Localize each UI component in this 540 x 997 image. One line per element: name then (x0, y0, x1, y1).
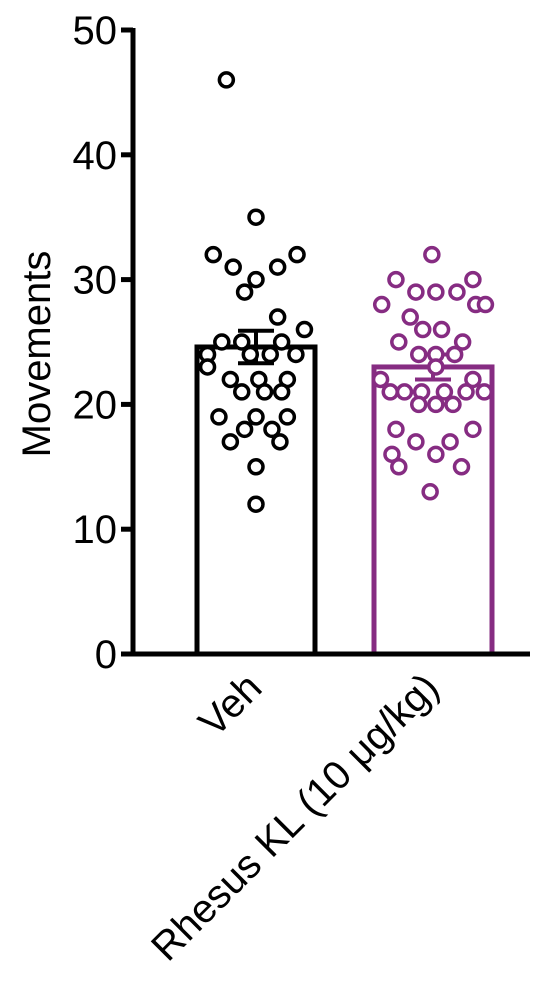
category-label-rhesus-kl: Rhesus KL (10 μg/kg) (143, 665, 447, 969)
data-point-rhesus-kl (476, 295, 495, 314)
data-point-veh (255, 383, 274, 401)
data-point-rhesus-kl (372, 295, 391, 314)
y-tick-label: 10 (73, 508, 118, 552)
data-point-veh (278, 408, 297, 426)
data-point-rhesus-kl (427, 358, 445, 376)
data-point-veh (288, 245, 306, 264)
data-point-rhesus-kl (464, 420, 482, 439)
data-point-rhesus-kl (407, 433, 425, 451)
data-point-veh (233, 383, 251, 401)
data-point-rhesus-kl (445, 345, 464, 364)
data-point-veh (198, 358, 217, 376)
data-point-rhesus-kl (407, 283, 425, 301)
data-point-veh (235, 283, 254, 301)
data-point-rhesus-kl (387, 420, 405, 439)
data-point-veh (287, 345, 305, 364)
data-point-rhesus-kl (448, 283, 466, 301)
data-point-rhesus-kl (444, 395, 462, 414)
data-point-veh (261, 345, 279, 364)
data-point-veh (224, 258, 242, 276)
data-point-rhesus-kl (432, 320, 451, 339)
data-point-rhesus-kl (427, 283, 445, 301)
data-point-rhesus-kl (401, 308, 419, 326)
data-point-veh (247, 270, 265, 289)
data-point-veh (235, 420, 254, 439)
data-point-rhesus-kl (457, 383, 475, 401)
data-point-veh (247, 408, 265, 426)
data-point-rhesus-kl (387, 270, 405, 289)
data-point-veh (268, 258, 287, 276)
data-point-rhesus-kl (395, 383, 414, 401)
data-point-rhesus-kl (464, 370, 482, 389)
data-point-rhesus-kl (423, 245, 441, 264)
data-point-rhesus-kl (427, 445, 445, 464)
data-point-veh (221, 370, 240, 389)
data-point-veh (247, 495, 265, 513)
data-point-veh (210, 408, 228, 426)
data-point-rhesus-kl (410, 395, 428, 414)
data-point-rhesus-kl (390, 458, 408, 476)
y-tick-label: 0 (95, 633, 117, 677)
data-point-rhesus-kl (427, 395, 445, 414)
data-point-veh (221, 433, 240, 451)
data-point-rhesus-kl (371, 370, 390, 389)
data-point-veh (233, 333, 251, 351)
category-label-veh: Veh (190, 665, 270, 745)
data-point-rhesus-kl (435, 383, 454, 401)
data-point-veh (271, 433, 289, 451)
data-point-rhesus-kl (464, 270, 482, 289)
data-point-rhesus-kl (383, 445, 401, 464)
data-point-veh (272, 333, 291, 351)
data-point-veh (217, 71, 236, 89)
ticks-layer: 0 10 20 30 40 50 (73, 9, 133, 677)
data-point-veh (268, 308, 287, 326)
data-point-veh (247, 458, 265, 476)
data-point-veh (241, 345, 260, 364)
data-point-rhesus-kl (475, 383, 494, 401)
y-tick-label: 50 (73, 9, 118, 53)
data-point-rhesus-kl (390, 333, 408, 351)
points-layer (198, 71, 495, 513)
data-point-veh (204, 245, 222, 264)
data-point-rhesus-kl (441, 433, 459, 451)
data-point-rhesus-kl (453, 333, 472, 351)
data-point-veh (272, 383, 291, 401)
axes-layer (130, 28, 530, 657)
data-point-veh (213, 333, 231, 351)
data-point-rhesus-kl (421, 483, 439, 501)
data-point-rhesus-kl (413, 320, 432, 339)
data-point-rhesus-kl (410, 345, 428, 364)
y-tick-label: 40 (73, 134, 118, 178)
data-point-veh (263, 420, 281, 439)
data-point-rhesus-kl (452, 458, 471, 476)
data-point-rhesus-kl (381, 383, 399, 401)
data-point-veh (247, 208, 265, 226)
y-axis-title: Movements (15, 251, 59, 458)
y-tick-label: 30 (73, 259, 118, 303)
y-tick-label: 20 (73, 383, 118, 427)
data-point-veh (295, 320, 314, 339)
